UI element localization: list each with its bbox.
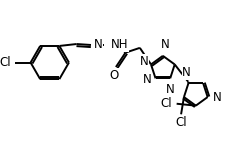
Text: N: N bbox=[160, 38, 169, 51]
Text: Cl: Cl bbox=[160, 97, 172, 110]
Text: N: N bbox=[166, 83, 174, 96]
Text: N: N bbox=[182, 66, 191, 79]
Text: O: O bbox=[109, 69, 119, 82]
Text: N: N bbox=[94, 39, 103, 51]
Text: N: N bbox=[143, 73, 152, 86]
Text: NH: NH bbox=[111, 39, 129, 51]
Text: Cl: Cl bbox=[0, 56, 11, 69]
Text: N: N bbox=[139, 55, 148, 68]
Text: N: N bbox=[213, 91, 221, 103]
Text: Cl: Cl bbox=[175, 116, 187, 129]
